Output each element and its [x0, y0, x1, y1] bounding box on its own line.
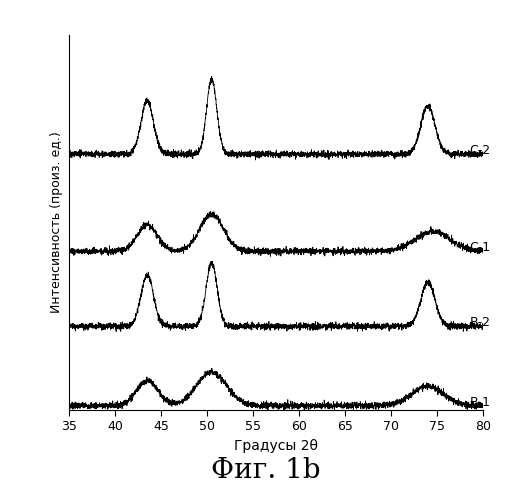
Text: Фиг. 1b: Фиг. 1b [211, 456, 320, 483]
Text: C-1: C-1 [469, 241, 491, 254]
X-axis label: Градусы 2θ: Градусы 2θ [234, 439, 318, 453]
Text: B-1: B-1 [469, 396, 491, 408]
Text: B-2: B-2 [469, 316, 491, 329]
Text: C-2: C-2 [469, 144, 491, 157]
Y-axis label: Интенсивность (произ. ед.): Интенсивность (произ. ед.) [50, 132, 64, 314]
